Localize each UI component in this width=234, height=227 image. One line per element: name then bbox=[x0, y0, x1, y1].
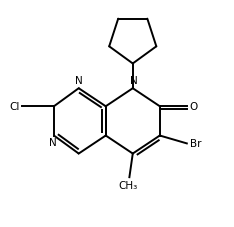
Text: CH₃: CH₃ bbox=[119, 180, 138, 190]
Text: Br: Br bbox=[190, 139, 201, 149]
Text: Cl: Cl bbox=[9, 102, 20, 112]
Text: N: N bbox=[75, 76, 83, 86]
Text: O: O bbox=[190, 102, 198, 112]
Text: N: N bbox=[130, 76, 138, 86]
Text: N: N bbox=[49, 137, 57, 147]
